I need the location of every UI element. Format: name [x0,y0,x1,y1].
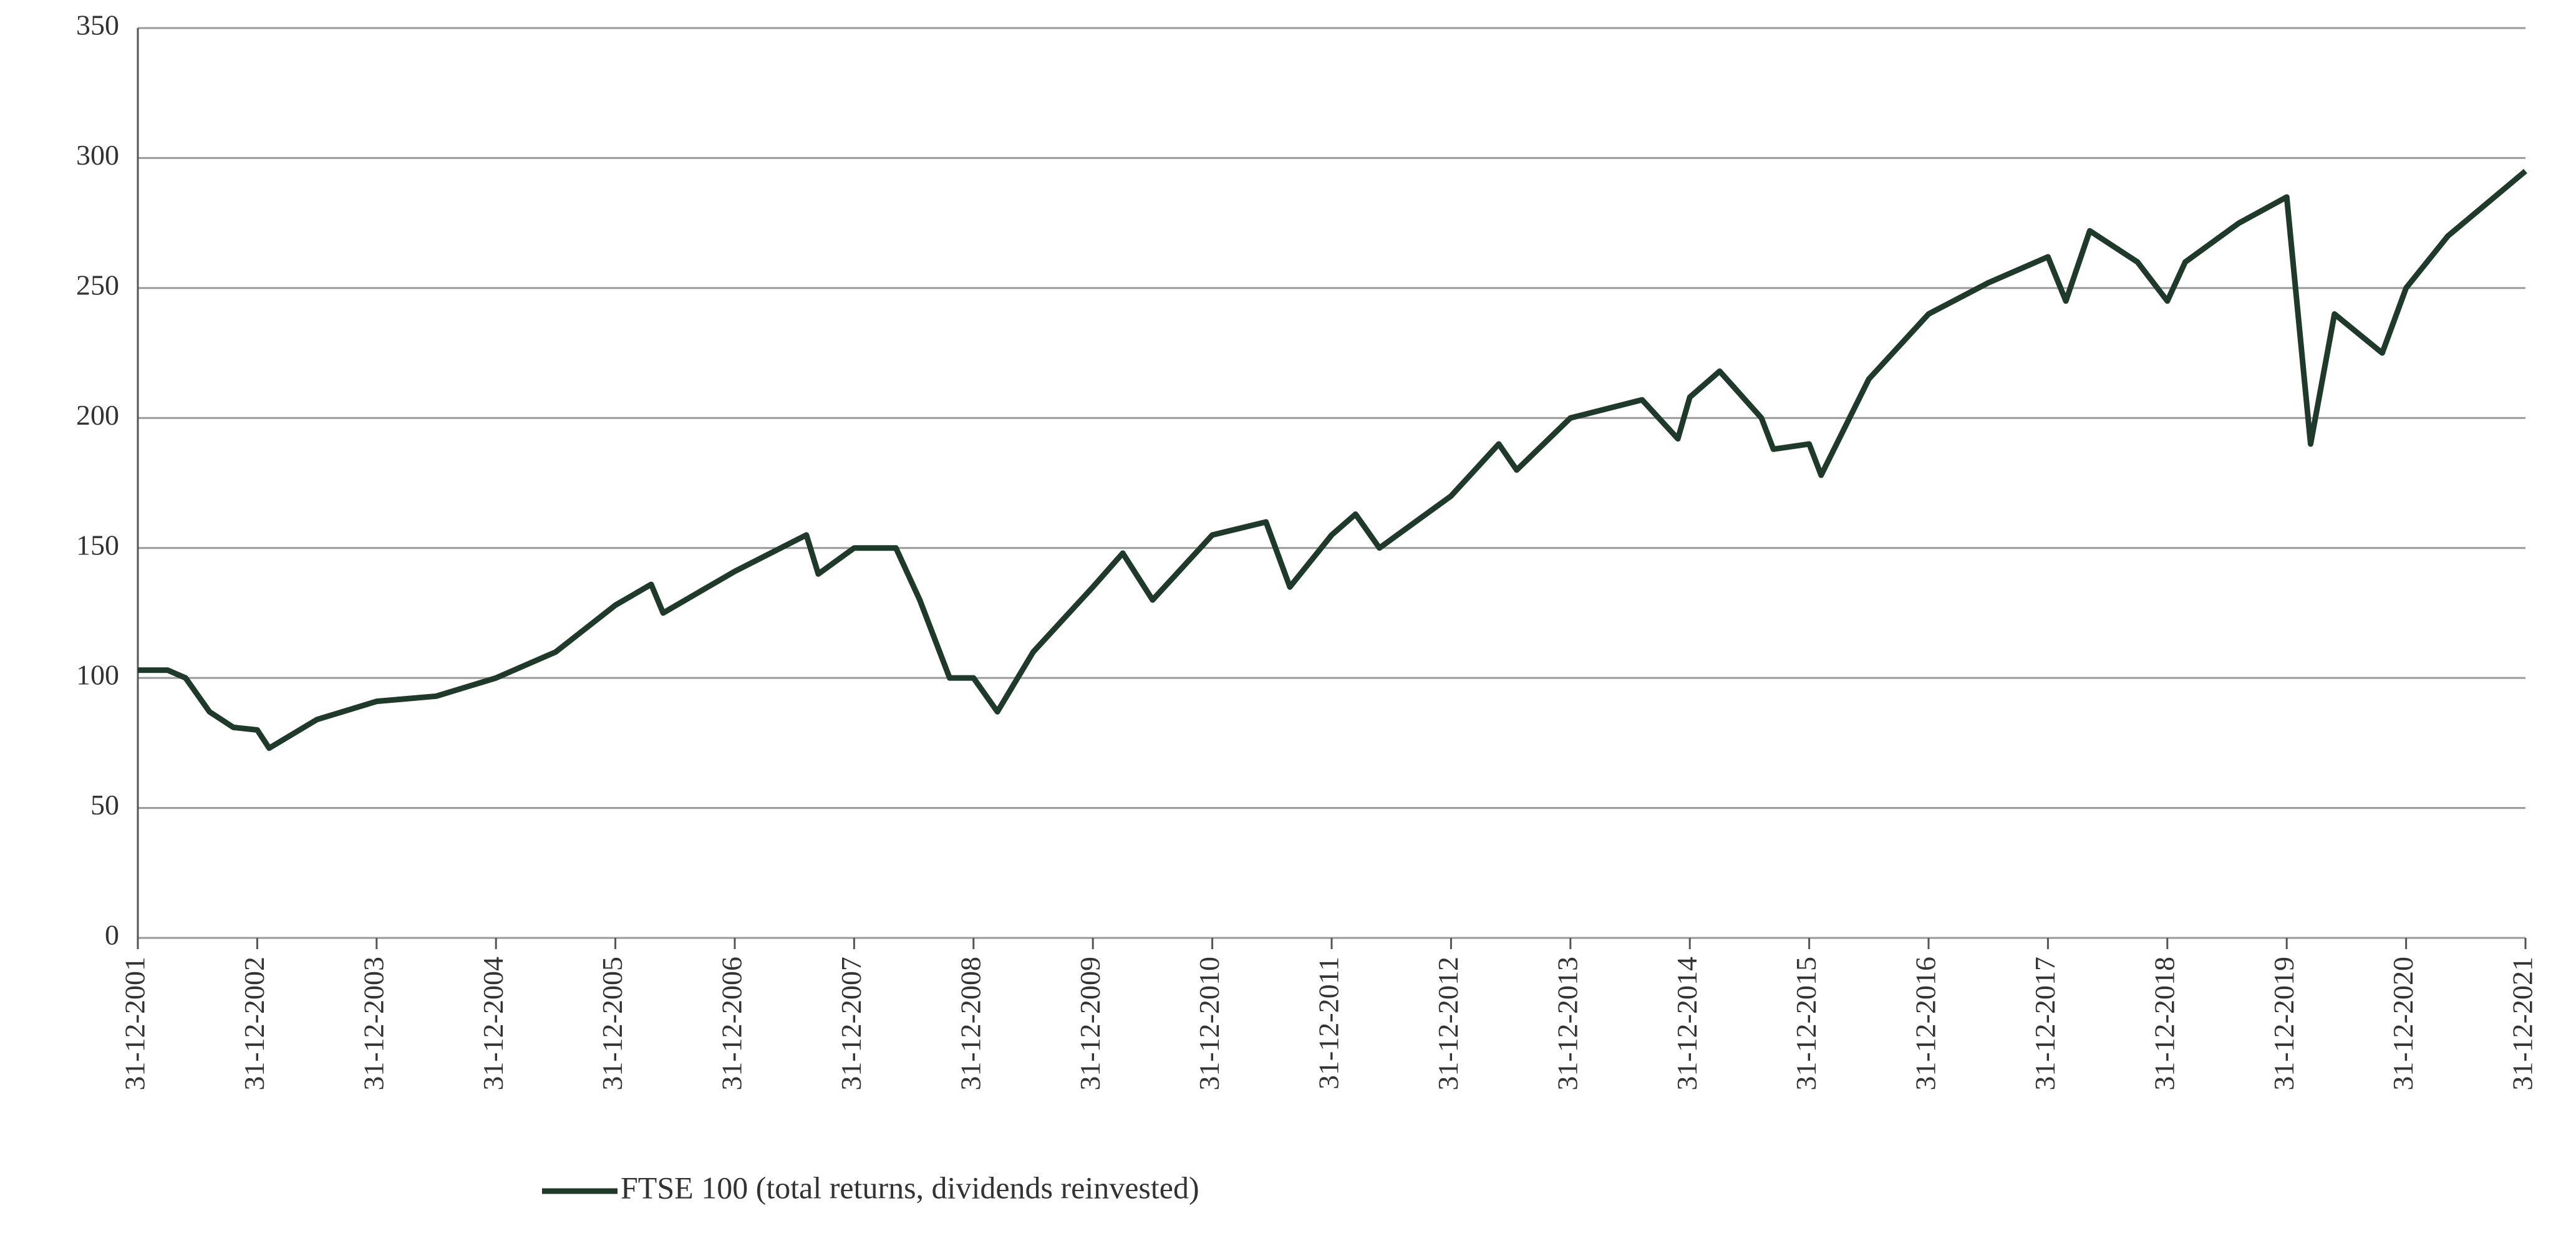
x-tick-label: 31-12-2003 [357,957,389,1091]
y-tick-label: 0 [105,919,119,951]
x-tick-label: 31-12-2020 [2387,957,2419,1091]
x-tick-label: 31-12-2017 [2029,957,2061,1091]
y-tick-label: 100 [76,659,119,691]
x-tick-label: 31-12-2013 [1551,957,1583,1091]
x-tick-label: 31-12-2012 [1432,957,1464,1091]
x-tick-label: 31-12-2001 [119,957,151,1091]
x-tick-label: 31-12-2005 [596,957,628,1091]
x-tick-label: 31-12-2018 [2148,957,2180,1091]
y-tick-label: 50 [90,789,119,821]
x-tick-label: 31-12-2002 [238,957,270,1091]
x-tick-label: 31-12-2019 [2268,957,2300,1091]
x-tick-label: 31-12-2009 [1074,957,1106,1091]
y-tick-label: 200 [76,399,119,431]
series-line [138,168,2527,751]
x-tick-label: 31-12-2008 [954,957,986,1091]
x-tick-label: 31-12-2016 [1910,957,1942,1091]
y-tick-label: 350 [76,9,119,41]
x-tick-label: 31-12-2010 [1193,957,1225,1091]
x-tick-label: 31-12-2011 [1313,957,1345,1089]
x-tick-label: 31-12-2004 [477,957,509,1091]
x-tick-label: 31-12-2021 [2507,957,2539,1091]
x-tick-label: 31-12-2007 [835,957,867,1091]
y-tick-label: 300 [76,139,119,171]
x-tick-label: 31-12-2014 [1671,957,1703,1091]
x-tick-label: 31-12-2006 [716,957,748,1091]
y-tick-label: 150 [76,529,119,561]
y-tick-label: 250 [76,269,119,301]
legend-label: FTSE 100 (total returns, dividends reinv… [621,1170,1199,1205]
x-tick-label: 31-12-2015 [1790,957,1822,1091]
